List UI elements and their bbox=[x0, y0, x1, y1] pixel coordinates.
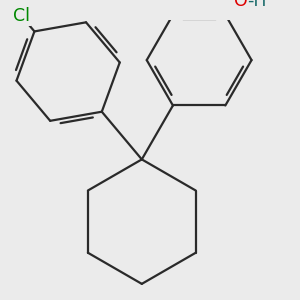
Text: -H: -H bbox=[248, 0, 267, 10]
Text: O: O bbox=[234, 0, 248, 10]
Text: Cl: Cl bbox=[13, 8, 30, 26]
